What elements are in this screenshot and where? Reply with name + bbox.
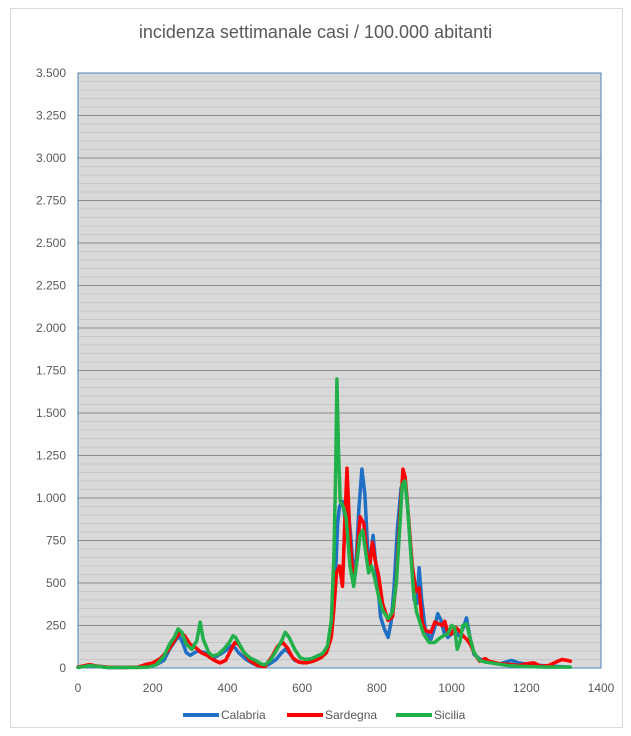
- legend-label-calabria: Calabria: [221, 708, 266, 722]
- chart-title: incidenza settimanale casi / 100.000 abi…: [138, 22, 493, 42]
- x-tick-label: 800: [367, 681, 387, 695]
- plot-border: [77, 72, 602, 669]
- y-tick-label: 500: [46, 576, 66, 590]
- y-tick-label: 3.250: [36, 109, 66, 123]
- y-tick-label: 0: [59, 661, 66, 675]
- x-tick-label: 1400: [588, 681, 615, 695]
- x-tick-label: 600: [292, 681, 312, 695]
- x-axis-ticks: 0 200 400 600 800 1000 1200 1400: [75, 681, 615, 695]
- y-tick-label: 2.500: [36, 236, 66, 250]
- y-tick-label: 2.000: [36, 321, 66, 335]
- y-tick-label: 1.000: [36, 491, 66, 505]
- y-tick-label: 2.250: [36, 279, 66, 293]
- x-tick-label: 400: [217, 681, 237, 695]
- y-tick-label: 250: [46, 619, 66, 633]
- y-tick-label: 750: [46, 534, 66, 548]
- plot-area: [77, 72, 602, 669]
- y-tick-label: 1.250: [36, 449, 66, 463]
- y-tick-label: 1.500: [36, 406, 66, 420]
- x-tick-label: 1200: [513, 681, 540, 695]
- legend: Calabria Sardegna Sicilia: [183, 708, 466, 722]
- y-axis-ticks: 0 250 500 750 1.000 1.250 1.500 1.750 2.000 2.250…: [36, 66, 66, 675]
- legend-label-sicilia: Sicilia: [434, 708, 466, 722]
- y-tick-label: 1.750: [36, 364, 66, 378]
- x-tick-label: 200: [143, 681, 163, 695]
- x-tick-label: 1000: [438, 681, 465, 695]
- legend-label-sardegna: Sardegna: [325, 708, 377, 722]
- series-line-sicilia: [76, 377, 573, 670]
- series-layer: [76, 377, 573, 670]
- y-tick-label: 3.500: [36, 66, 66, 80]
- y-tick-label: 2.750: [36, 194, 66, 208]
- x-tick-label: 0: [75, 681, 82, 695]
- y-tick-label: 3.000: [36, 151, 66, 165]
